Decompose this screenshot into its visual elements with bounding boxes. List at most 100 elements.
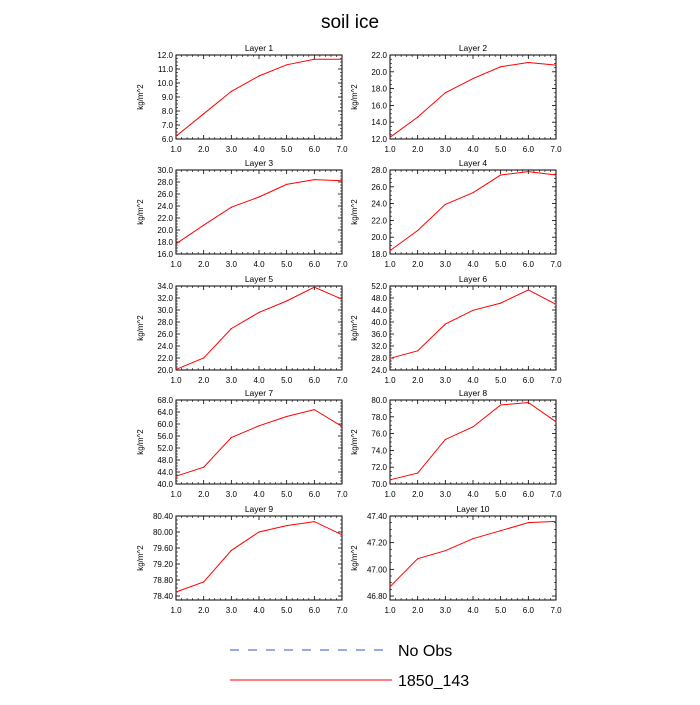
- y-tick-label: 10.0: [157, 79, 173, 88]
- panel-layer-4: Layer 4 1.0 2.0 3.0 4.0 5.0 6.0 7.0 18.0 20.0 22.0…: [350, 158, 562, 269]
- y-tick-label: 24.0: [157, 202, 173, 211]
- data-point: [203, 224, 205, 226]
- x-tick-label: 7.0: [336, 606, 348, 615]
- data-point: [555, 421, 557, 423]
- x-tick-label: 5.0: [495, 376, 507, 385]
- x-tick-label: 7.0: [550, 606, 562, 615]
- data-point: [555, 520, 557, 522]
- y-tick-label: 12.0: [157, 51, 173, 60]
- data-point: [444, 550, 446, 552]
- y-tick-label: 11.0: [158, 65, 174, 74]
- x-tick-label: 7.0: [550, 145, 562, 154]
- x-tick-label: 4.0: [467, 145, 479, 154]
- y-tick-label: 24.0: [371, 200, 387, 209]
- x-tick-label: 4.0: [253, 606, 265, 615]
- x-tick-label: 5.0: [495, 606, 507, 615]
- data-point: [417, 558, 419, 560]
- x-tick-label: 7.0: [550, 260, 562, 269]
- x-tick-label: 4.0: [467, 376, 479, 385]
- x-tick-label: 2.0: [412, 145, 424, 154]
- panel-layer-1: Layer 1 1.0 2.0 3.0 4.0 5.0 6.0 7.0 6.0 7.0 8.0 9.0…: [136, 43, 348, 154]
- data-point: [500, 530, 502, 532]
- x-tick-label: 3.0: [440, 376, 452, 385]
- data-point: [417, 350, 419, 352]
- data-point: [175, 475, 177, 477]
- data-point: [313, 409, 315, 411]
- data-point: [230, 436, 232, 439]
- panel-title: Layer 2: [459, 43, 488, 53]
- series-line-1850_143: [175, 179, 343, 245]
- y-tick-label: 28.0: [371, 354, 387, 363]
- x-tick-label: 6.0: [523, 490, 535, 499]
- data-point: [313, 286, 315, 288]
- y-tick-label: 60.0: [157, 420, 173, 429]
- x-tick-label: 5.0: [281, 376, 293, 385]
- y-tick-label: 48.0: [371, 294, 387, 303]
- y-tick-label: 30.0: [157, 306, 173, 315]
- y-axis-label: kg/m^2: [136, 429, 145, 455]
- x-tick-label: 3.0: [226, 606, 238, 615]
- y-tick-label: 74.0: [371, 446, 387, 455]
- plot-frame: [389, 399, 557, 485]
- plot-frame: [389, 515, 557, 601]
- data-point: [286, 183, 288, 185]
- y-tick-label: 24.0: [157, 342, 173, 351]
- panel-layer-9: Layer 9 1.0 2.0 3.0 4.0 5.0 6.0 7.0 78.40 78.80 79…: [136, 504, 348, 615]
- y-axis-label: kg/m^2: [136, 84, 145, 110]
- x-tick-label: 1.0: [384, 145, 396, 154]
- data-point: [472, 426, 474, 428]
- data-point: [313, 58, 315, 60]
- data-point: [472, 192, 474, 194]
- y-axis-label: kg/m^2: [136, 315, 145, 341]
- plot-frame: [175, 399, 343, 485]
- x-tick-label: 3.0: [226, 260, 238, 269]
- x-tick-label: 7.0: [550, 490, 562, 499]
- x-tick-label: 6.0: [523, 606, 535, 615]
- y-tick-label: 68.0: [157, 396, 173, 405]
- y-tick-label: 30.0: [157, 166, 173, 175]
- series-line-1850_143: [175, 286, 343, 370]
- data-point: [444, 203, 446, 206]
- x-tick-label: 4.0: [467, 490, 479, 499]
- y-tick-label: 32.0: [371, 342, 387, 351]
- series-line-1850_143: [175, 409, 343, 477]
- panel-layer-6: Layer 6 1.0 2.0 3.0 4.0 5.0 6.0 7.0 24.0 28.0 32.0…: [350, 274, 562, 385]
- y-tick-label: 18.0: [371, 85, 387, 94]
- x-tick-label: 1.0: [170, 145, 182, 154]
- x-tick-label: 7.0: [336, 490, 348, 499]
- y-axis-label: kg/m^2: [350, 429, 359, 455]
- x-tick-label: 2.0: [198, 606, 210, 615]
- data-point: [472, 77, 474, 80]
- y-tick-label: 48.0: [157, 456, 173, 465]
- y-tick-label: 64.0: [157, 408, 173, 417]
- x-tick-label: 3.0: [440, 490, 452, 499]
- series-line-1850_143: [389, 289, 557, 359]
- x-tick-label: 4.0: [253, 260, 265, 269]
- data-point: [500, 302, 502, 304]
- data-point: [527, 61, 529, 64]
- y-tick-label: 44.0: [371, 306, 387, 315]
- data-point: [389, 357, 391, 359]
- y-tick-label: 16.0: [371, 101, 387, 110]
- x-tick-label: 7.0: [336, 376, 348, 385]
- data-point: [286, 64, 288, 66]
- y-tick-label: 16.0: [157, 250, 173, 259]
- x-tick-label: 5.0: [281, 606, 293, 615]
- plot-frame: [175, 169, 343, 255]
- x-tick-label: 4.0: [253, 376, 265, 385]
- x-tick-label: 1.0: [384, 490, 396, 499]
- y-tick-label: 18.0: [371, 250, 387, 259]
- legend-item-2: 1850_143: [230, 673, 469, 690]
- series-line-1850_143: [389, 402, 557, 481]
- data-point: [417, 116, 419, 118]
- x-tick-label: 3.0: [226, 376, 238, 385]
- y-tick-label: 7.0: [162, 121, 174, 130]
- y-tick-label: 76.0: [371, 430, 387, 439]
- data-point: [500, 174, 502, 176]
- data-point: [341, 58, 343, 60]
- panel-title: Layer 5: [245, 274, 274, 284]
- series-line-1850_143: [389, 520, 557, 588]
- x-tick-label: 7.0: [336, 260, 348, 269]
- data-point: [230, 328, 232, 330]
- x-tick-label: 1.0: [170, 606, 182, 615]
